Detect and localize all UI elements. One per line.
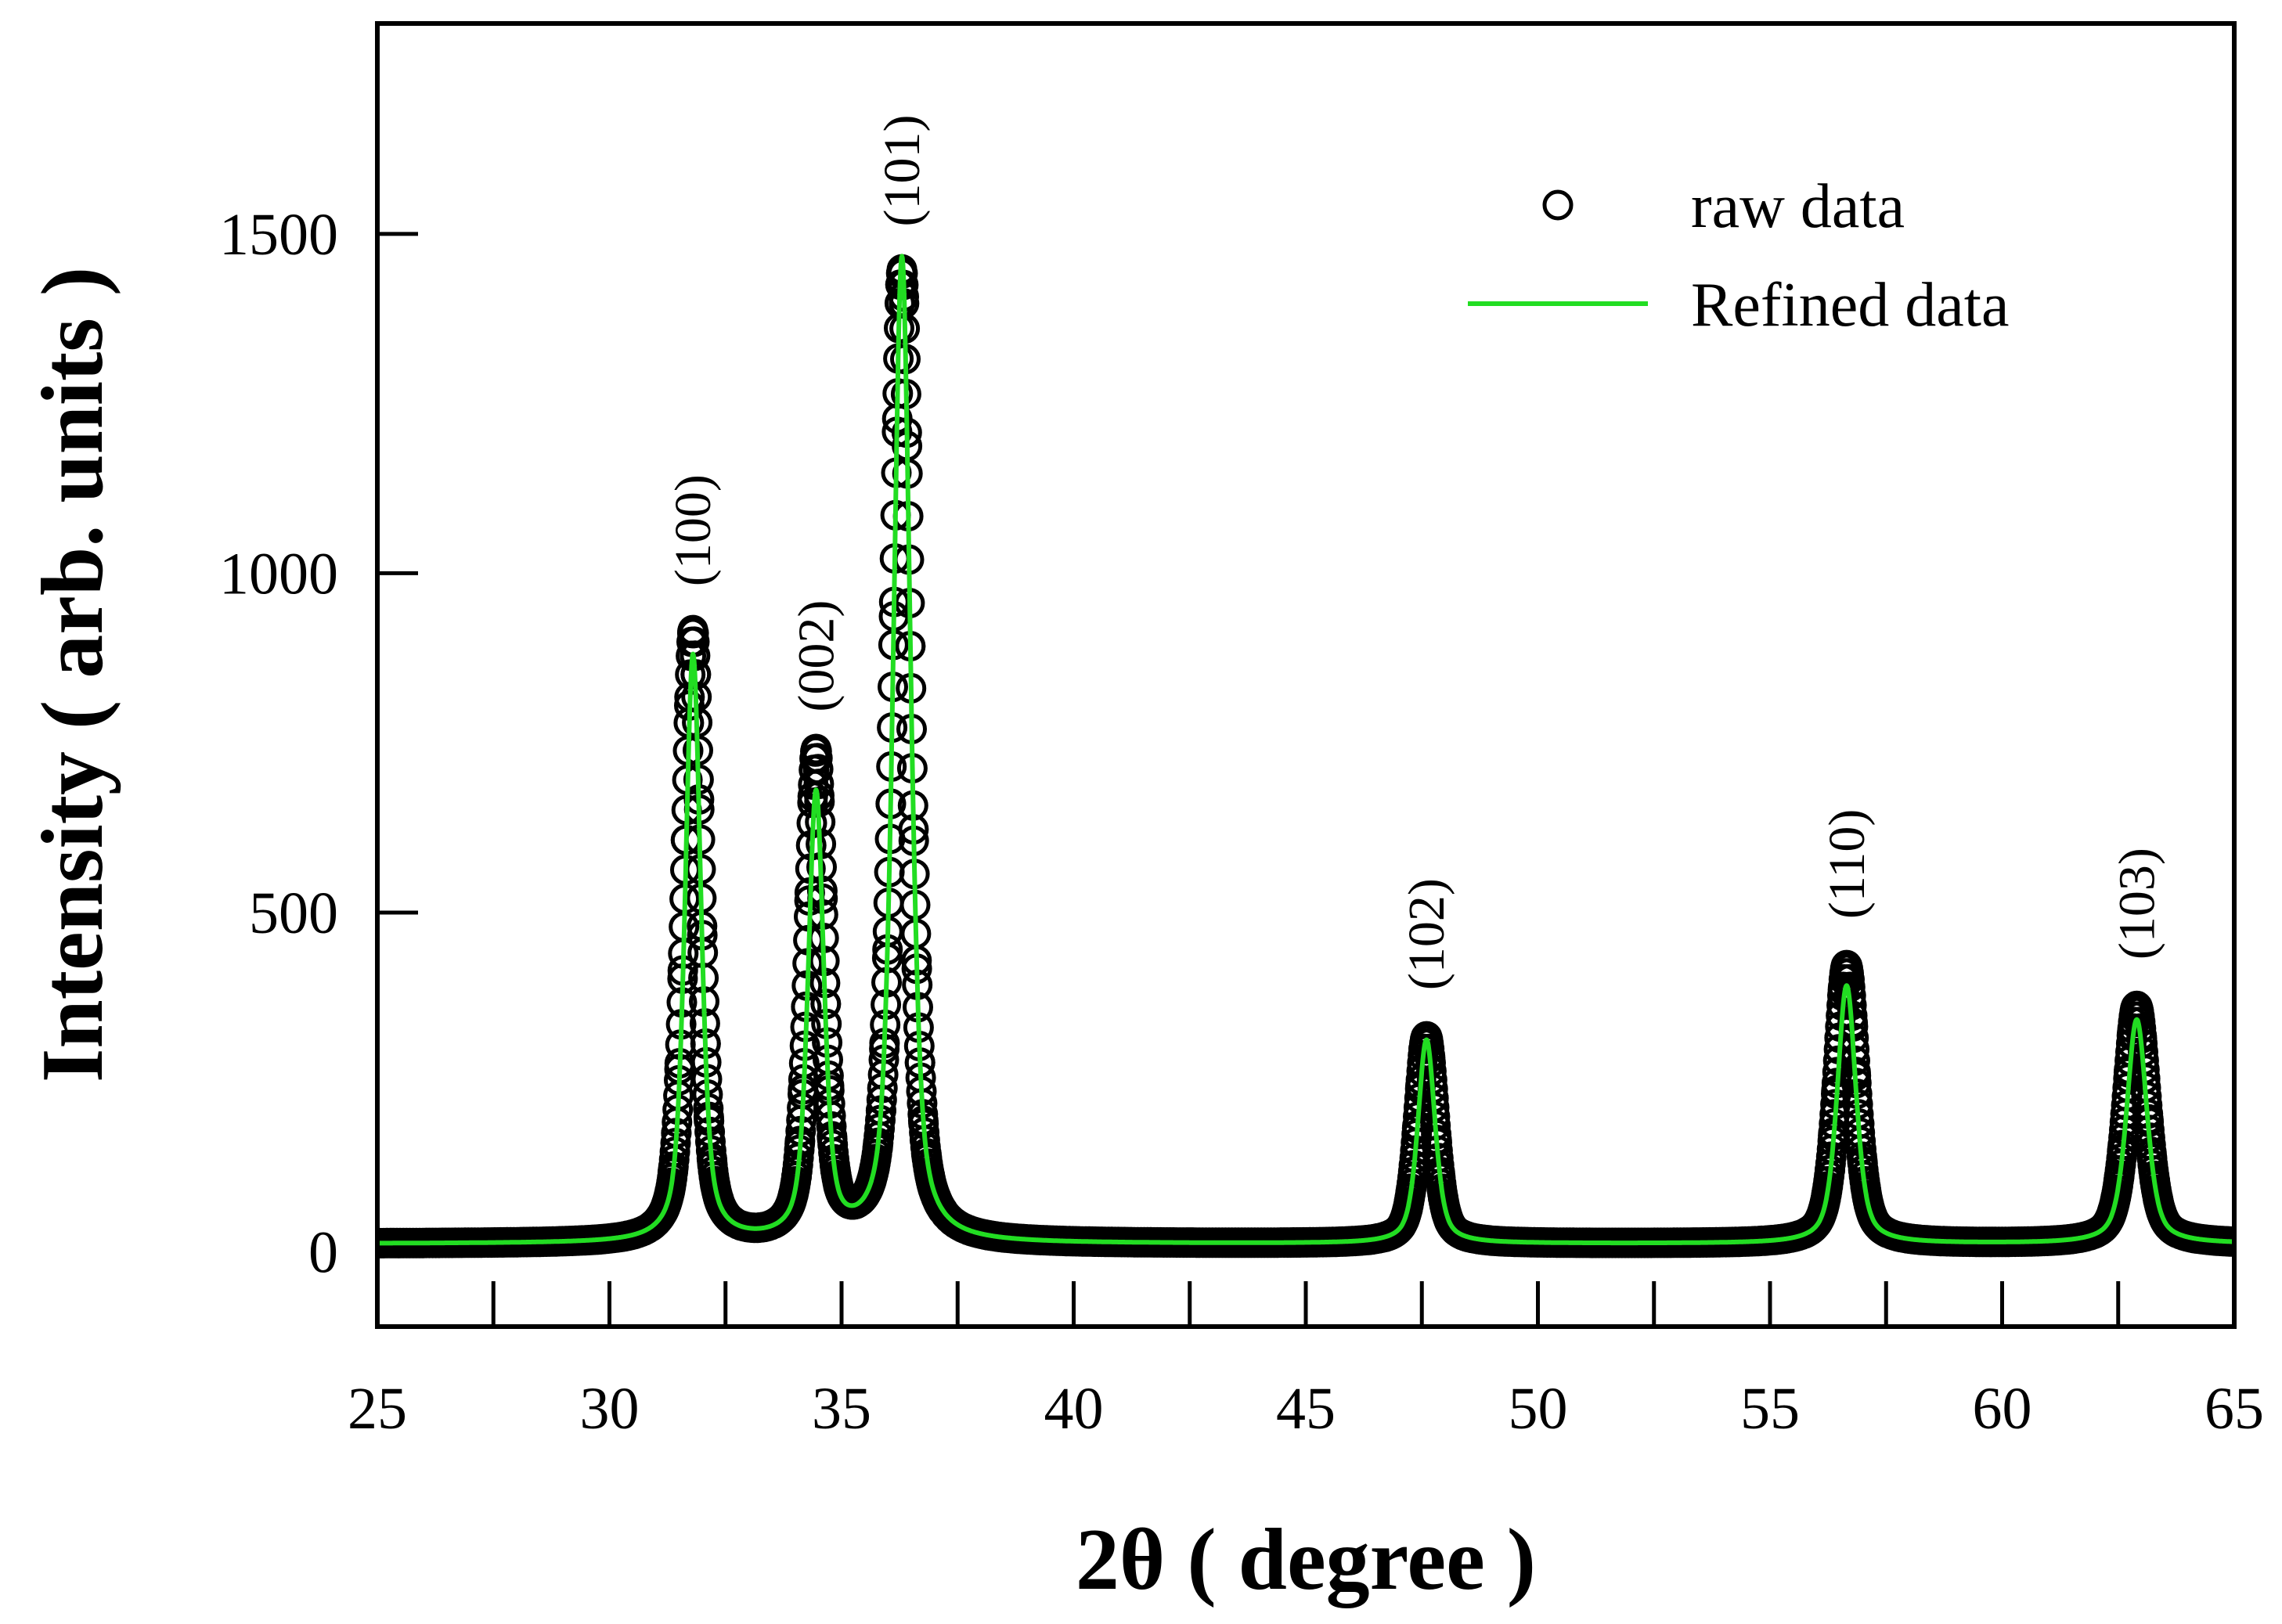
y-tick-label: 1500	[219, 202, 338, 268]
peak-labels: (100) (002) (101) (102) (110) (103)	[665, 115, 2165, 991]
x-axis-title: 2θ ( degree )	[1076, 1511, 1536, 1608]
x-tick-label: 65	[2204, 1376, 2264, 1442]
raw-data-series	[377, 254, 2234, 1259]
peak-label: (100)	[665, 474, 722, 586]
legend-raw-marker-icon	[1542, 189, 1574, 221]
peak-label: (110)	[1819, 809, 1876, 920]
x-tick-label: 30	[580, 1376, 640, 1442]
x-tick-label: 25	[348, 1376, 407, 1442]
refined-data-line	[377, 254, 2234, 1246]
x-axis: 25 30 35 40 45 50 55 60 65	[348, 1281, 2264, 1442]
x-tick-label: 45	[1276, 1376, 1336, 1442]
refined-data-series	[377, 254, 2234, 1246]
x-tick-label: 50	[1509, 1376, 1568, 1442]
y-axis: 0 500 1000 1500	[219, 202, 418, 1286]
peak-label: (103)	[2109, 848, 2166, 960]
peak-label: (102)	[1398, 878, 1455, 990]
legend-raw-label: raw data	[1691, 172, 1905, 241]
y-tick-label: 1000	[219, 541, 338, 607]
x-tick-label: 40	[1044, 1376, 1104, 1442]
y-tick-label: 0	[308, 1220, 338, 1286]
x-tick-label: 60	[1973, 1376, 2032, 1442]
peak-label: (101)	[874, 115, 931, 227]
legend: raw data Refined data	[1468, 172, 2009, 340]
x-tick-label: 35	[812, 1376, 871, 1442]
plot-frame	[375, 21, 2237, 1329]
y-tick-label: 500	[249, 880, 338, 946]
x-tick-label: 55	[1740, 1376, 1800, 1442]
legend-refined-label: Refined data	[1691, 271, 2009, 340]
peak-label: (002)	[788, 600, 845, 712]
y-axis-title: Intensity ( arb. units )	[24, 267, 121, 1082]
